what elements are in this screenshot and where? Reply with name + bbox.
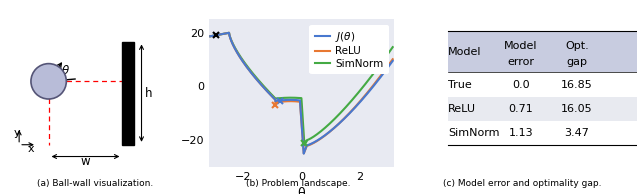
Text: SimNorm: SimNorm	[448, 128, 499, 138]
Text: $\theta$: $\theta$	[61, 64, 70, 77]
Circle shape	[31, 64, 67, 99]
Text: y: y	[14, 128, 20, 138]
X-axis label: θ: θ	[298, 187, 305, 194]
Text: 16.85: 16.85	[561, 80, 593, 90]
Bar	[122, 42, 134, 145]
Text: 1.13: 1.13	[509, 128, 533, 138]
Text: x: x	[28, 144, 35, 154]
Text: True: True	[448, 80, 472, 90]
Text: w: w	[81, 155, 90, 168]
Text: ReLU: ReLU	[448, 104, 476, 114]
Text: 0.71: 0.71	[509, 104, 534, 114]
Text: (a) Ball-wall visualization.: (a) Ball-wall visualization.	[38, 179, 154, 188]
Text: Model: Model	[504, 41, 538, 51]
Text: Model: Model	[448, 47, 481, 57]
Bar	[448, 31, 637, 73]
Text: 0.0: 0.0	[512, 80, 530, 90]
Text: (c) Model error and optimality gap.: (c) Model error and optimality gap.	[443, 179, 602, 188]
Legend: $J(\theta)$, ReLU, SimNorm: $J(\theta)$, ReLU, SimNorm	[310, 25, 389, 74]
Text: 3.47: 3.47	[564, 128, 589, 138]
Text: 16.05: 16.05	[561, 104, 593, 114]
Text: h: h	[145, 87, 153, 100]
Text: gap: gap	[566, 57, 588, 67]
Text: error: error	[508, 57, 534, 67]
Text: (b) Problem landscape.: (b) Problem landscape.	[246, 179, 350, 188]
Text: Opt.: Opt.	[565, 41, 589, 51]
Bar	[448, 97, 637, 121]
